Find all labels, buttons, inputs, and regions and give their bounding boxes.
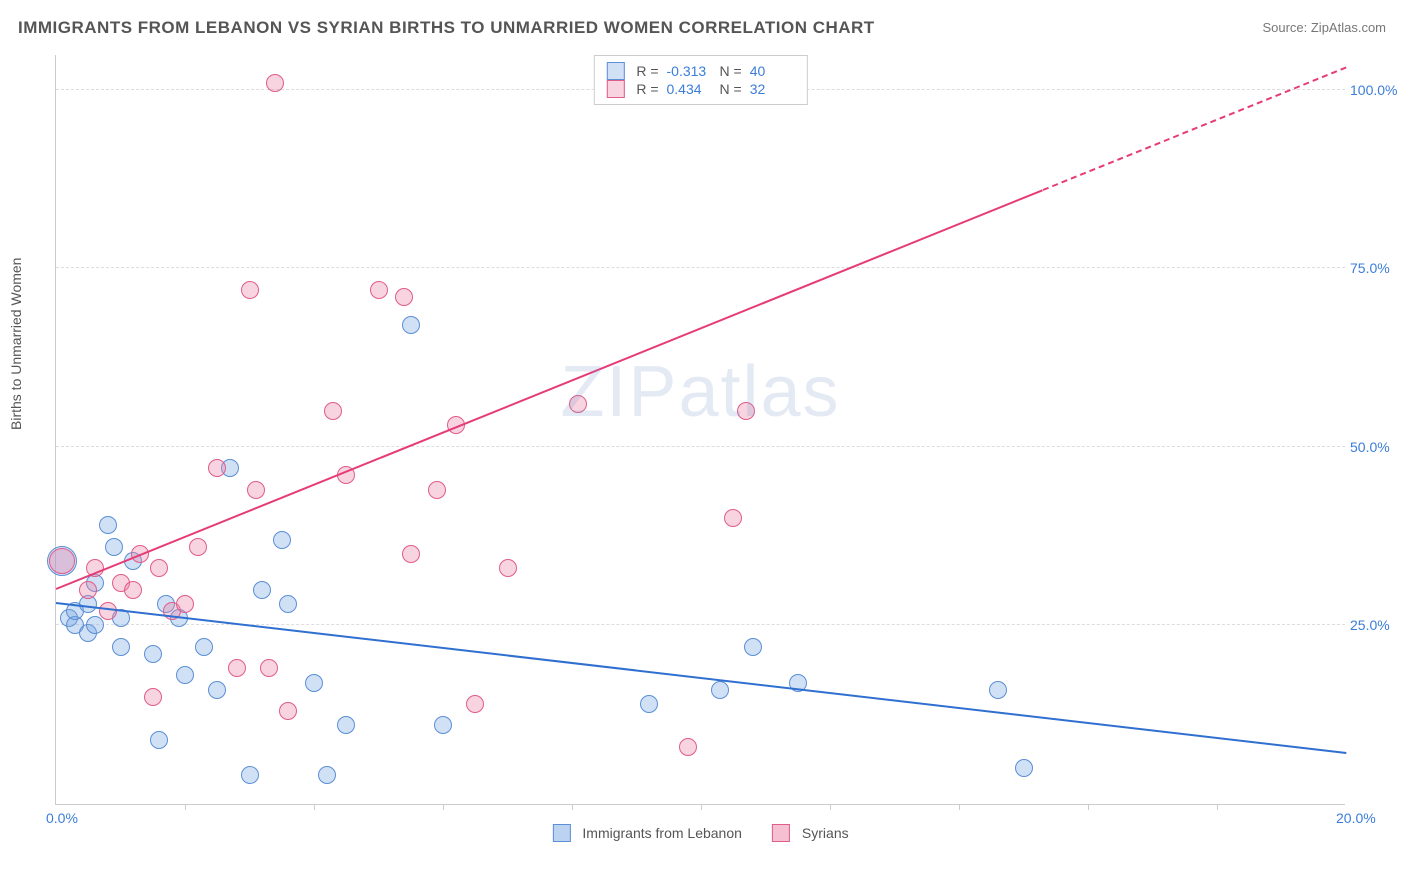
legend-stat-row: R = -0.313 N = 40	[606, 62, 794, 80]
scatter-point	[337, 716, 355, 734]
y-tick-label: 50.0%	[1350, 439, 1405, 455]
scatter-point	[370, 281, 388, 299]
scatter-point	[466, 695, 484, 713]
legend-r-label: R =	[636, 63, 658, 79]
legend-swatch	[552, 824, 570, 842]
scatter-point	[679, 738, 697, 756]
gridline	[56, 446, 1345, 447]
scatter-point	[273, 531, 291, 549]
scatter-point	[711, 681, 729, 699]
scatter-point	[99, 516, 117, 534]
legend-r-label: R =	[636, 81, 658, 97]
scatter-point	[324, 402, 342, 420]
legend-item: Syrians	[772, 824, 849, 842]
scatter-point	[105, 538, 123, 556]
scatter-point	[395, 288, 413, 306]
legend-r-value: -0.313	[667, 63, 712, 79]
gridline	[56, 267, 1345, 268]
scatter-point	[208, 459, 226, 477]
scatter-point	[499, 559, 517, 577]
watermark: ZIPatlas	[560, 351, 840, 433]
legend-r-value: 0.434	[667, 81, 712, 97]
scatter-point	[79, 581, 97, 599]
x-tick-mark	[185, 804, 186, 810]
y-tick-label: 100.0%	[1350, 82, 1405, 98]
scatter-point	[279, 702, 297, 720]
x-tick-label: 0.0%	[46, 810, 78, 826]
scatter-point	[176, 595, 194, 613]
scatter-point	[305, 674, 323, 692]
correlation-chart: ZIPatlas R =-0.313N =40R =0.434N =32 Imm…	[55, 55, 1345, 805]
legend-label: Immigrants from Lebanon	[582, 825, 742, 841]
scatter-point	[228, 659, 246, 677]
x-tick-mark	[959, 804, 960, 810]
scatter-point	[208, 681, 226, 699]
legend-item: Immigrants from Lebanon	[552, 824, 742, 842]
scatter-point	[402, 316, 420, 334]
y-tick-label: 25.0%	[1350, 617, 1405, 633]
scatter-point	[434, 716, 452, 734]
scatter-point	[124, 581, 142, 599]
x-tick-mark	[314, 804, 315, 810]
legend-swatch	[606, 62, 624, 80]
scatter-point	[266, 74, 284, 92]
scatter-point	[737, 402, 755, 420]
scatter-point	[253, 581, 271, 599]
scatter-point	[189, 538, 207, 556]
scatter-point	[318, 766, 336, 784]
legend-stat-row: R = 0.434 N = 32	[606, 80, 794, 98]
scatter-point	[150, 559, 168, 577]
legend-n-label: N =	[720, 81, 742, 97]
scatter-point	[241, 281, 259, 299]
y-axis-label: Births to Unmarried Women	[8, 258, 24, 430]
x-tick-mark	[1217, 804, 1218, 810]
scatter-point	[241, 766, 259, 784]
x-tick-mark	[1088, 804, 1089, 810]
scatter-point	[402, 545, 420, 563]
x-tick-mark	[572, 804, 573, 810]
scatter-point	[150, 731, 168, 749]
legend-series: Immigrants from Lebanon Syrians	[552, 824, 848, 842]
legend-label: Syrians	[802, 825, 849, 841]
scatter-point	[724, 509, 742, 527]
page-title: IMMIGRANTS FROM LEBANON VS SYRIAN BIRTHS…	[18, 18, 875, 38]
scatter-point	[569, 395, 587, 413]
trend-line	[56, 189, 1044, 590]
scatter-point	[86, 616, 104, 634]
scatter-point	[247, 481, 265, 499]
legend-n-value: 32	[750, 81, 795, 97]
trend-line	[1042, 66, 1346, 190]
x-tick-mark	[830, 804, 831, 810]
source-label: Source: ZipAtlas.com	[1262, 20, 1386, 35]
scatter-point	[144, 688, 162, 706]
legend-n-label: N =	[720, 63, 742, 79]
scatter-point	[640, 695, 658, 713]
scatter-point	[99, 602, 117, 620]
x-tick-label: 20.0%	[1336, 810, 1376, 826]
scatter-point	[195, 638, 213, 656]
scatter-point	[428, 481, 446, 499]
scatter-point	[744, 638, 762, 656]
legend-swatch	[606, 80, 624, 98]
x-tick-mark	[443, 804, 444, 810]
scatter-point	[1015, 759, 1033, 777]
legend-n-value: 40	[750, 63, 795, 79]
x-tick-mark	[701, 804, 702, 810]
y-tick-label: 75.0%	[1350, 260, 1405, 276]
scatter-point	[112, 638, 130, 656]
scatter-point	[176, 666, 194, 684]
scatter-point	[279, 595, 297, 613]
legend-stats: R = -0.313 N = 40 R = 0.434 N = 32	[593, 55, 807, 105]
scatter-point	[260, 659, 278, 677]
scatter-point	[989, 681, 1007, 699]
legend-swatch	[772, 824, 790, 842]
scatter-point	[144, 645, 162, 663]
scatter-point	[49, 548, 75, 574]
